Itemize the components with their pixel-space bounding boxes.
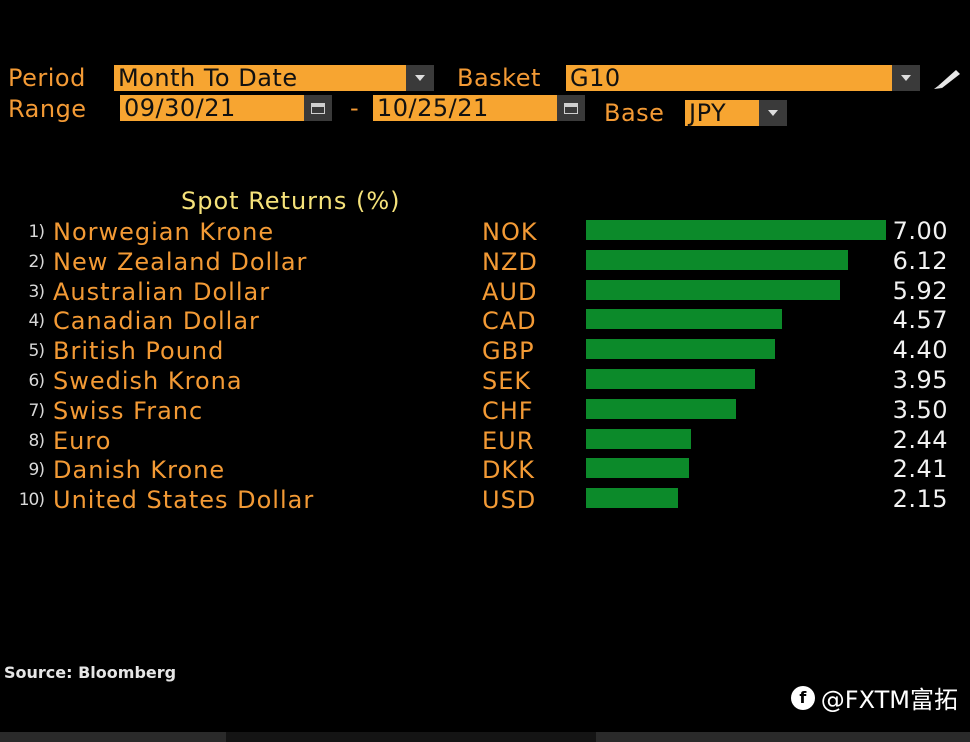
rank-label: 1): [28, 222, 45, 242]
base-dropdown-button[interactable]: [759, 100, 787, 126]
currency-code: CAD: [482, 307, 537, 336]
return-bar: [586, 339, 775, 360]
currency-name: Swiss Franc: [53, 396, 204, 425]
return-value: 2.15: [892, 485, 948, 514]
currency-name: Australian Dollar: [53, 277, 271, 306]
currency-code: CHF: [482, 396, 534, 425]
pencil-icon[interactable]: [930, 66, 964, 90]
basket-select[interactable]: G10: [566, 65, 892, 91]
currency-code: NZD: [482, 247, 538, 276]
return-value: 5.92: [892, 276, 948, 305]
chevron-down-icon: [768, 110, 778, 116]
return-bar: [586, 398, 736, 419]
range-end-calendar-button[interactable]: [557, 95, 585, 121]
fxtm-logo-icon: f: [790, 685, 815, 710]
currency-name: United States Dollar: [53, 486, 315, 515]
return-value: 4.40: [892, 336, 948, 365]
return-value: 3.50: [892, 395, 948, 424]
return-value: 4.57: [892, 306, 948, 335]
watermark: f @FXTM富拓: [790, 680, 958, 715]
rank-label: 4): [28, 311, 45, 332]
rank-label: 9): [28, 460, 45, 481]
return-bar: [586, 309, 782, 330]
return-bar: [586, 369, 755, 389]
range-separator: -: [350, 94, 360, 122]
basket-dropdown-button[interactable]: [892, 65, 920, 91]
range-label: Range: [8, 95, 87, 123]
range-start-input[interactable]: 09/30/21: [120, 95, 304, 121]
return-bar: [586, 488, 678, 509]
calendar-icon: [311, 102, 325, 114]
return-value: 2.44: [892, 425, 948, 454]
currency-name: New Zealand Dollar: [53, 247, 308, 276]
currency-name: Euro: [53, 426, 112, 455]
period-label: Period: [8, 64, 86, 92]
currency-code: SEK: [482, 367, 532, 395]
basket-label: Basket: [457, 64, 541, 92]
currency-code: AUD: [482, 277, 538, 306]
period-select[interactable]: Month To Date: [114, 65, 406, 91]
return-value: 3.95: [892, 366, 948, 394]
currency-code: EUR: [482, 426, 535, 455]
rank-label: 8): [28, 430, 45, 451]
return-value: 2.41: [892, 455, 948, 484]
currency-name: Swedish Krona: [53, 367, 243, 395]
bottom-segment: [0, 732, 226, 742]
rank-label: 3): [28, 281, 45, 302]
return-bar: [586, 428, 691, 449]
rank-label: 7): [28, 400, 45, 421]
currency-name: Danish Krone: [53, 456, 226, 485]
base-select[interactable]: JPY: [685, 100, 759, 126]
return-bar: [586, 279, 840, 300]
rank-label: 5): [28, 341, 45, 362]
currency-name: British Pound: [53, 337, 225, 366]
chart-title: Spot Returns (%): [181, 187, 401, 215]
currency-name: Canadian Dollar: [53, 307, 260, 336]
currency-code: NOK: [482, 218, 538, 246]
return-bar: [586, 249, 848, 270]
source-note: Source: Bloomberg: [4, 663, 177, 682]
currency-code: USD: [482, 486, 537, 515]
currency-code: GBP: [482, 337, 535, 366]
return-bar: [586, 458, 689, 479]
watermark-text: @FXTM富拓: [820, 686, 958, 714]
rank-label: 6): [28, 371, 45, 391]
chevron-down-icon: [901, 75, 911, 81]
period-dropdown-button[interactable]: [406, 65, 434, 91]
range-start-calendar-button[interactable]: [304, 95, 332, 121]
bottom-segment: [596, 732, 970, 742]
bottom-strip: [0, 732, 970, 742]
base-label: Base: [604, 99, 665, 127]
chevron-down-icon: [415, 75, 425, 81]
rank-label: 2): [28, 251, 45, 272]
calendar-icon: [564, 102, 578, 114]
return-value: 6.12: [892, 246, 948, 275]
currency-code: DKK: [482, 456, 535, 485]
return-bar: [586, 220, 886, 240]
rank-label: 10): [18, 490, 45, 511]
range-end-input[interactable]: 10/25/21: [373, 95, 557, 121]
currency-name: Norwegian Krone: [53, 218, 275, 246]
return-value: 7.00: [892, 217, 948, 245]
